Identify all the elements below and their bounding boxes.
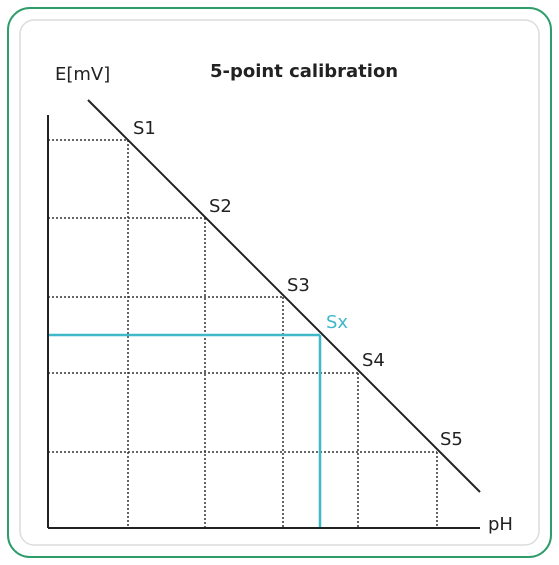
title: 5-point calibration: [210, 61, 398, 82]
point-label: S5: [440, 429, 463, 450]
inner-frame: [19, 19, 540, 546]
point-label: S4: [362, 350, 385, 371]
point-label: S1: [133, 118, 156, 139]
calibration-line: [87, 99, 481, 493]
point-label: S3: [287, 275, 310, 296]
sample-label: Sx: [326, 312, 348, 333]
x-axis-label: pH: [488, 514, 513, 535]
y-axis-label: E[mV]: [55, 64, 110, 85]
point-label: S2: [209, 196, 232, 217]
